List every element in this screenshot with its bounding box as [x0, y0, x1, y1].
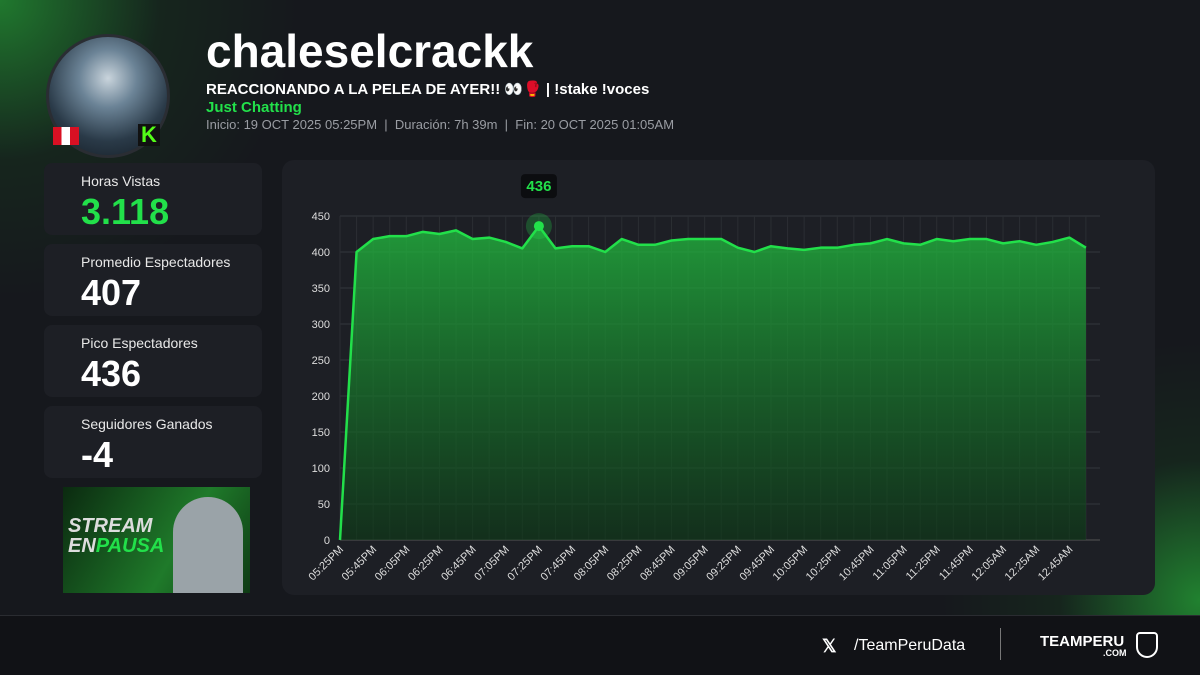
- footer-handle: /TeamPeruData: [854, 637, 966, 654]
- x-tick-label: 11:25PM: [904, 544, 943, 583]
- thumb-figure: [173, 497, 243, 593]
- x-tick-label: 10:45PM: [837, 544, 877, 584]
- brand-shield: [1136, 632, 1158, 658]
- stat-value: 407: [81, 272, 142, 313]
- thumb-text: PAUSA: [95, 535, 165, 557]
- channel-name: chaleselcrackk: [206, 25, 534, 77]
- x-tick-label: 05:25PM: [307, 544, 347, 584]
- y-tick-label: 200: [312, 391, 330, 403]
- thumb-text: STREAM: [68, 515, 153, 537]
- stat-card: Horas Vistas 3.118: [44, 163, 262, 235]
- x-tick-label: 08:45PM: [638, 544, 678, 584]
- flag: [53, 127, 79, 145]
- x-tick-label: 08:25PM: [605, 544, 645, 584]
- chart: 0 50 100 150 200 250 300 350 400 450 05:25PM05:45P…: [307, 174, 1100, 584]
- y-tick-label: 100: [312, 463, 330, 475]
- x-tick-label: 10:05PM: [771, 544, 811, 584]
- x-tick-label: 07:25PM: [505, 544, 545, 584]
- platform-icon: K: [138, 124, 160, 146]
- thumb-text: ENPAUSA: [68, 535, 164, 558]
- x-tick-label: 12:45AM: [1036, 544, 1076, 584]
- x-tick-label: 05:45PM: [340, 544, 380, 584]
- stat-label: Horas Vistas: [81, 173, 161, 189]
- x-tick-label: 12:05AM: [970, 544, 1010, 584]
- x-tick-label: 06:25PM: [406, 544, 446, 584]
- stat-card: Seguidores Ganados -4: [44, 406, 262, 478]
- footer: [0, 615, 1200, 675]
- thumbnail: STREAM ENPAUSA: [63, 487, 250, 593]
- x-icon: 𝕏: [822, 636, 837, 656]
- y-tick-label: 350: [312, 283, 330, 295]
- peak-point: [533, 221, 544, 232]
- y-tick-label: 450: [312, 211, 330, 223]
- stream-title: REACCIONANDO A LA PELEA DE AYER!! 👀🥊 | !…: [206, 81, 650, 98]
- peak-label: 436: [526, 178, 551, 195]
- y-tick-label: 400: [312, 247, 330, 259]
- x-tick-label: 12:25AM: [1003, 544, 1043, 584]
- stat-label: Promedio Espectadores: [81, 254, 231, 270]
- y-tick-label: 50: [318, 499, 330, 511]
- stream-info: Inicio: 19 OCT 2025 05:25PM | Duración: …: [206, 117, 675, 132]
- x-tick-label: 07:45PM: [539, 544, 579, 584]
- line: [338, 224, 1087, 541]
- y-tick-label: 0: [324, 535, 330, 547]
- x-tick-label: 09:05PM: [671, 544, 711, 584]
- divider: [1000, 628, 1001, 660]
- category: Just Chatting: [206, 99, 302, 116]
- brand-sub: .COM: [1103, 648, 1127, 658]
- brand: TEAMPERU: [1040, 633, 1125, 650]
- stat-card: Pico Espectadores 436: [44, 325, 262, 397]
- y-tick-label: 150: [312, 427, 330, 439]
- x-tick-label: 07:05PM: [472, 544, 512, 584]
- area: [340, 226, 1086, 540]
- stat-value: 436: [81, 353, 142, 394]
- stat-value: 3.118: [81, 191, 170, 232]
- y-tick-label: 250: [312, 355, 330, 367]
- x-tick-label: 09:25PM: [704, 544, 744, 584]
- x-tick-label: 11:05PM: [871, 544, 910, 583]
- thumb-text: EN: [68, 535, 96, 557]
- stat-label: Pico Espectadores: [81, 335, 198, 351]
- x-tick-label: 06:05PM: [373, 544, 413, 584]
- stat-label: Seguidores Ganados: [81, 416, 213, 432]
- x-tick-label: 11:45PM: [937, 544, 976, 583]
- x-tick-label: 09:45PM: [737, 544, 777, 584]
- stat-value: -4: [81, 434, 114, 475]
- stat-card: Promedio Espectadores 407: [44, 244, 262, 316]
- x-tick-label: 10:25PM: [804, 544, 844, 584]
- y-tick-label: 300: [312, 319, 330, 331]
- x-tick-label: 08:05PM: [572, 544, 612, 584]
- x-tick-label: 06:45PM: [439, 544, 479, 584]
- peak-label-box: [520, 174, 557, 199]
